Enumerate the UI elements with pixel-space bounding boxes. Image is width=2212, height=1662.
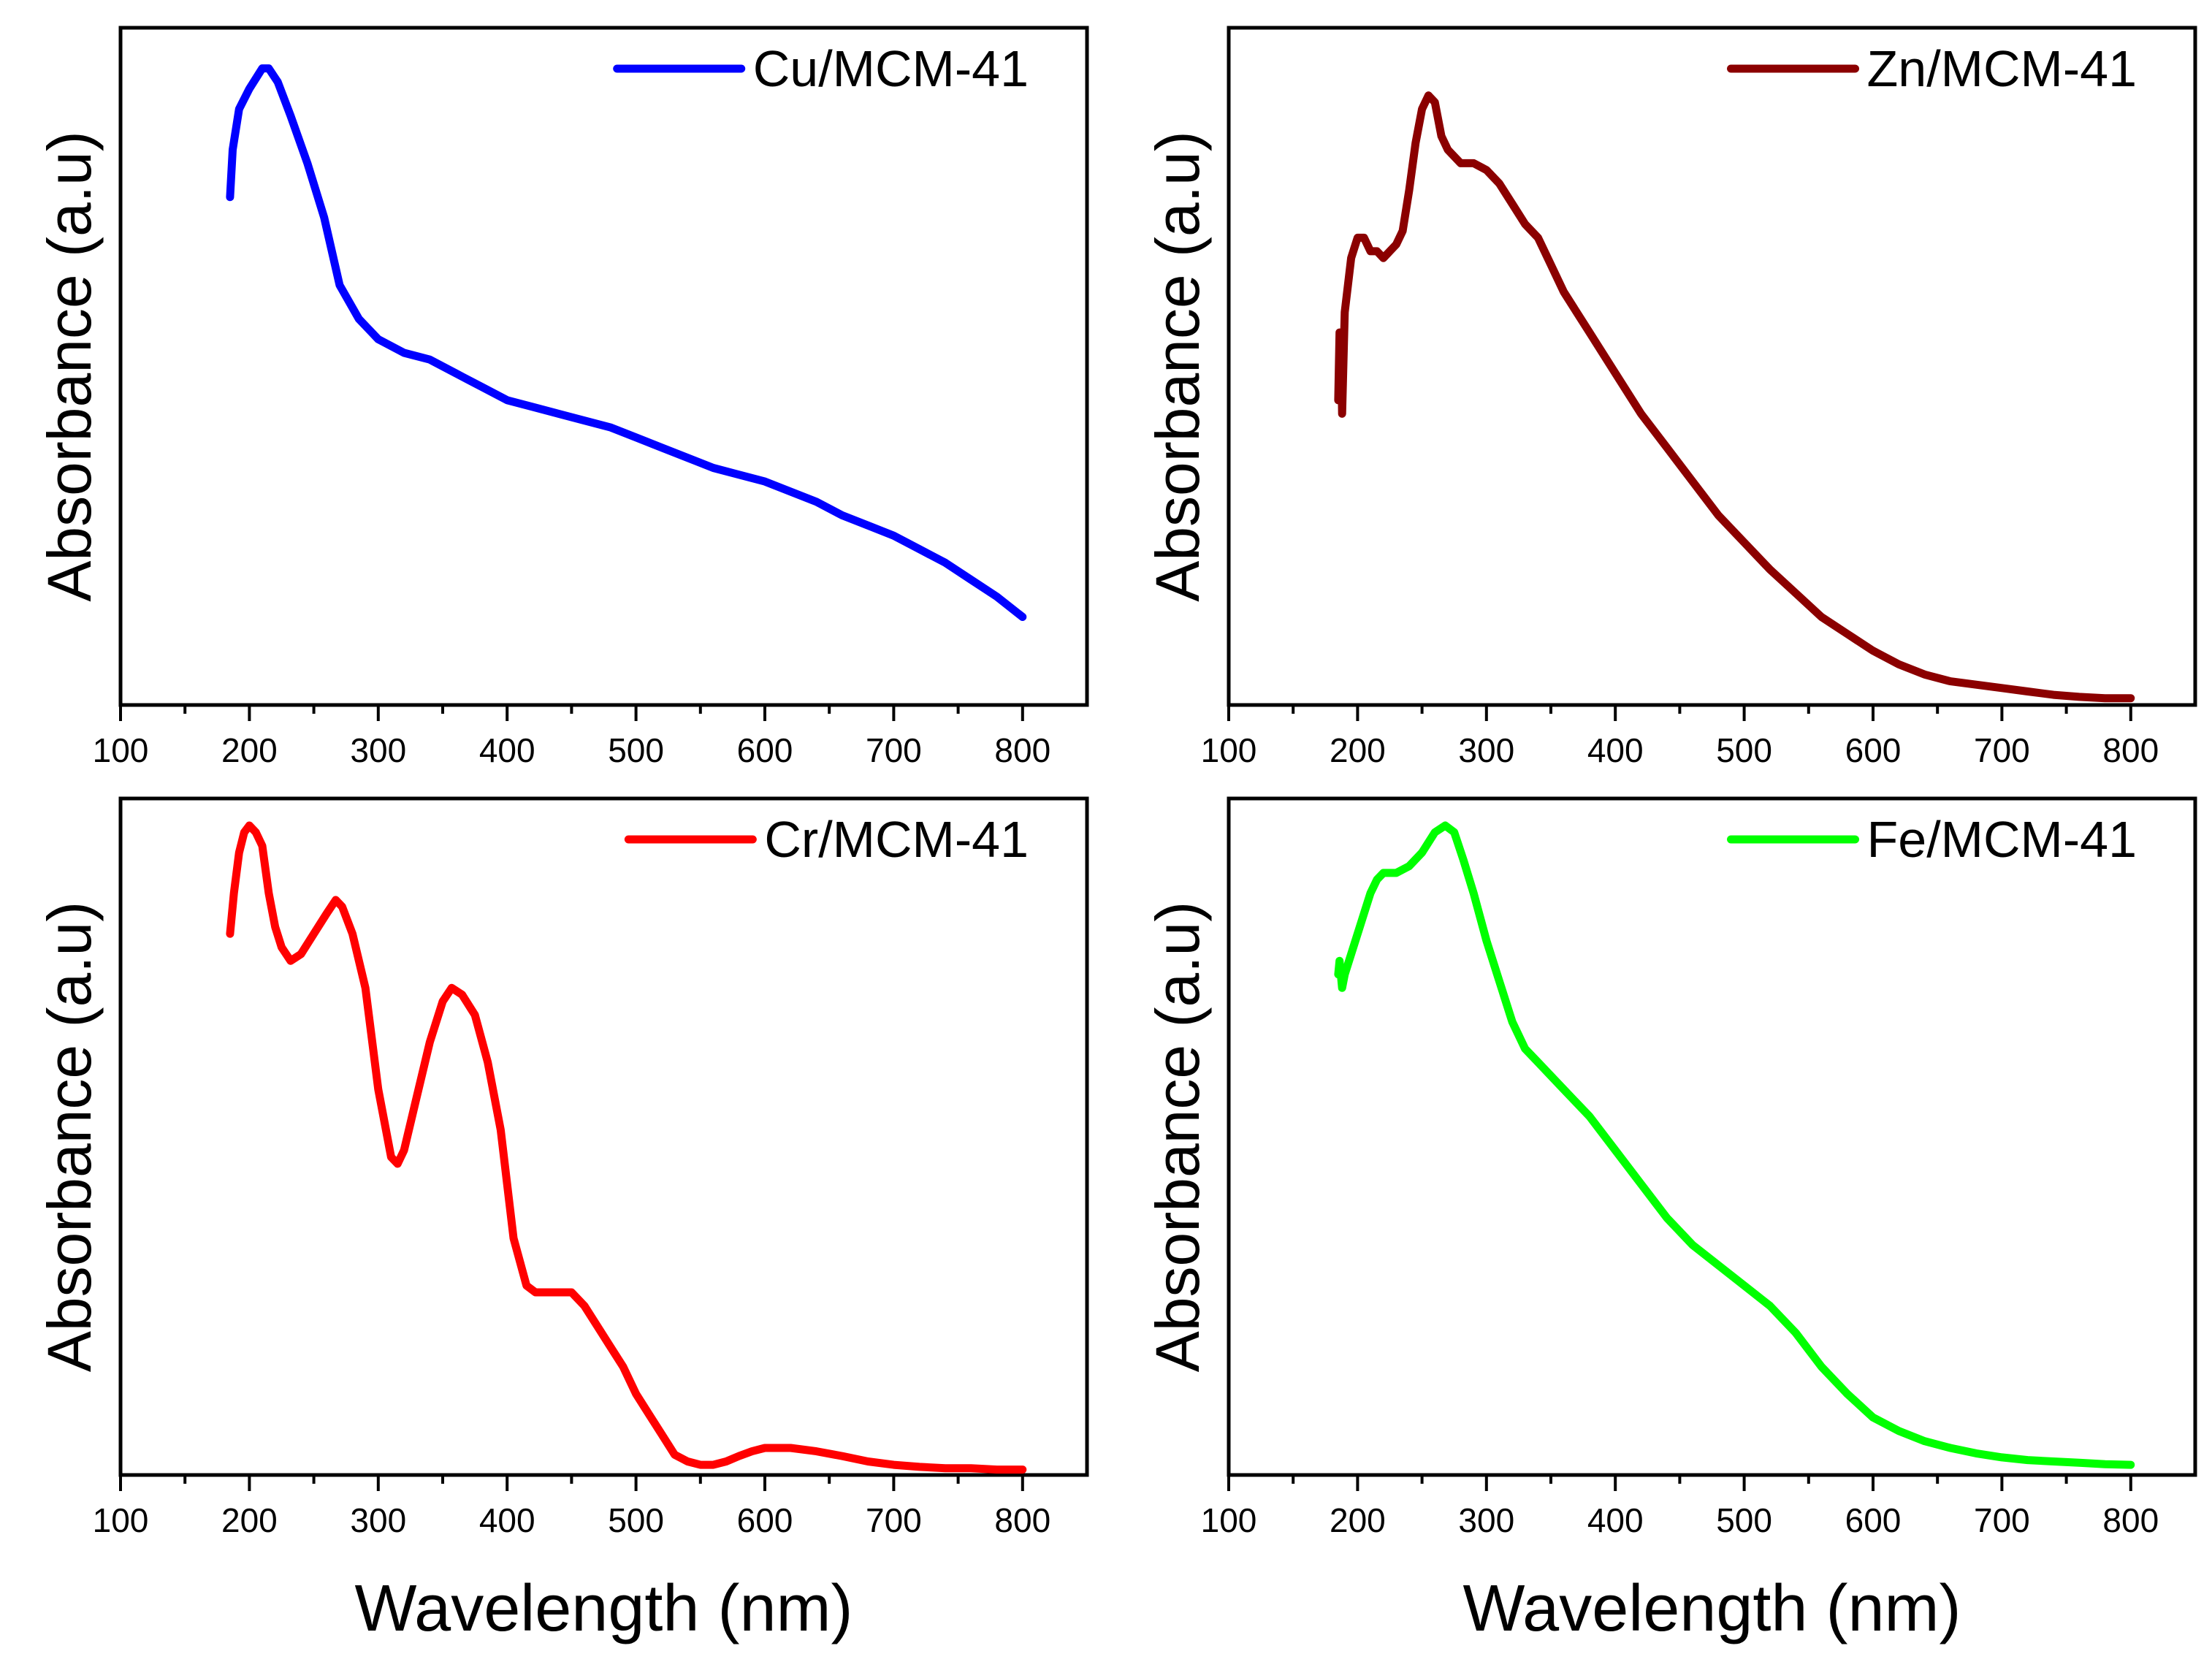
chart-panel-3: 100 200 300 400 500 600 700 800 Absorbance (a.u)…: [35, 796, 1089, 1539]
x-tick-label: 100: [93, 1501, 149, 1539]
x-tick-label: 600: [1845, 1501, 1902, 1539]
y-axis-label: Absorbance (a.u): [35, 131, 104, 601]
x-tick-label: 200: [1330, 731, 1386, 769]
legend-label: Cr/MCM-41: [764, 811, 1029, 868]
plot-frame: [118, 796, 1089, 1477]
x-tick-label: 300: [350, 1501, 406, 1539]
x-tick-label: 300: [350, 731, 406, 769]
x-tick-label: 600: [737, 1501, 793, 1539]
x-tick-label: 700: [866, 1501, 922, 1539]
legend-label: Fe/MCM-41: [1867, 811, 2137, 868]
x-tick-label: 800: [2102, 731, 2159, 769]
x-tick-label: 100: [93, 731, 149, 769]
chart-panel-4: 100 200 300 400 500 600 700 800 Absorbance (a.u)…: [1143, 796, 2197, 1539]
series-line: [1334, 91, 2135, 703]
y-axis-label: Absorbance (a.u): [1143, 901, 1212, 1372]
x-tick-label: 400: [479, 1501, 535, 1539]
x-tick-label: 400: [1587, 1501, 1644, 1539]
legend-label: Zn/MCM-41: [1867, 40, 2137, 97]
x-tick-label: 800: [994, 1501, 1050, 1539]
x-tick-label: 700: [1974, 1501, 2030, 1539]
plot-frame: [1227, 26, 2197, 707]
chart-panel-1: 100 200 300 400 500 600 700 800 Absorbance (a.u)…: [35, 26, 1089, 769]
x-tick-label: 100: [1201, 1501, 1257, 1539]
chart-panel-2: 100 200 300 400 500 600 700 800 Absorbance (a.u)…: [1143, 26, 2197, 769]
y-axis-label: Absorbance (a.u): [1143, 131, 1212, 601]
x-axis-label: Wavelength (nm): [1463, 1572, 1961, 1645]
x-tick-label: 100: [1201, 731, 1257, 769]
plot-frame: [118, 26, 1089, 707]
x-tick-label: 500: [1716, 731, 1772, 769]
x-tick-label: 600: [1845, 731, 1902, 769]
x-tick-label: 300: [1458, 731, 1514, 769]
plot-frame: [1227, 796, 2197, 1477]
x-tick-label: 500: [608, 1501, 664, 1539]
legend-label: Cu/MCM-41: [753, 40, 1029, 97]
x-tick-label: 500: [608, 731, 664, 769]
x-tick-label: 300: [1458, 1501, 1514, 1539]
x-tick-label: 800: [2102, 1501, 2159, 1539]
x-tick-label: 400: [1587, 731, 1644, 769]
x-tick-label: 200: [221, 731, 278, 769]
x-tick-label: 400: [479, 731, 535, 769]
y-axis-label: Absorbance (a.u): [35, 901, 104, 1372]
series-line: [1334, 821, 2135, 1469]
x-tick-label: 600: [737, 731, 793, 769]
x-tick-label: 200: [221, 1501, 278, 1539]
series-line: [226, 821, 1027, 1474]
x-tick-label: 500: [1716, 1501, 1772, 1539]
x-tick-label: 200: [1330, 1501, 1386, 1539]
x-tick-label: 700: [866, 731, 922, 769]
series-line: [226, 64, 1027, 621]
x-tick-label: 700: [1974, 731, 2030, 769]
x-axis-label: Wavelength (nm): [355, 1572, 853, 1645]
x-tick-label: 800: [994, 731, 1050, 769]
